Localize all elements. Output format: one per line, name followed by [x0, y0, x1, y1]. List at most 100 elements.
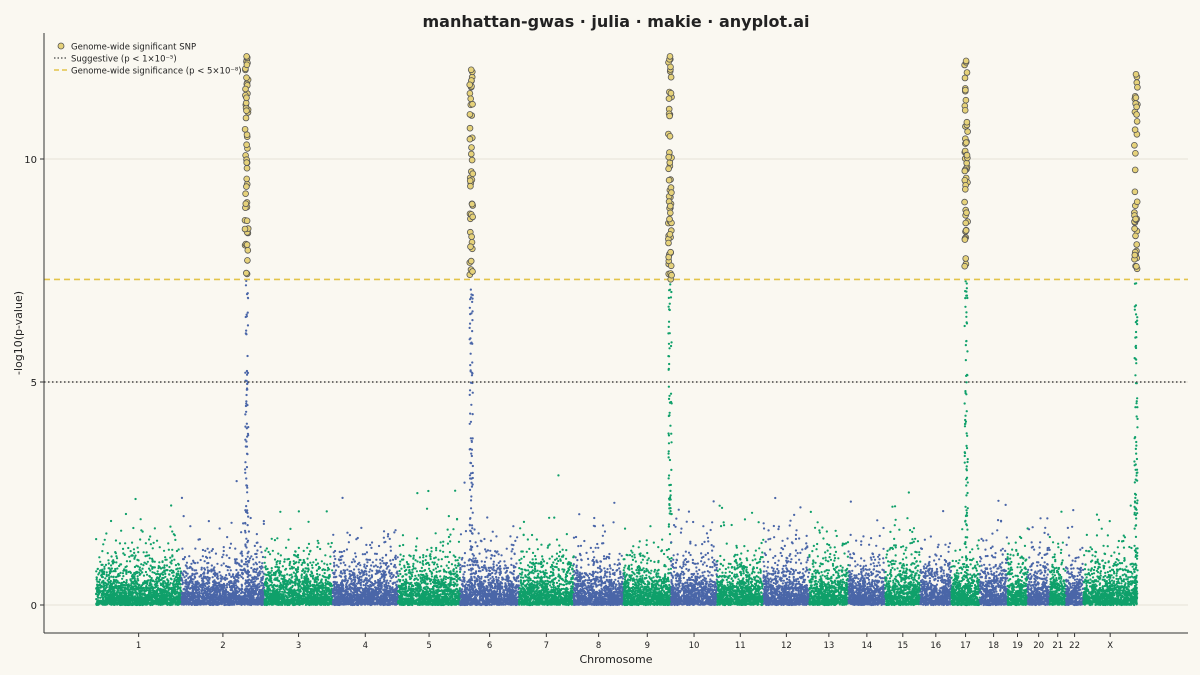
significant-snp [468, 144, 475, 151]
significant-snp [467, 95, 475, 103]
significant-snp [1133, 198, 1141, 206]
chromosome-snps-11 [716, 504, 765, 607]
significant-snp [1131, 225, 1138, 233]
chromosome-snps-21 [1048, 510, 1067, 606]
x-tick-label: 12 [781, 641, 792, 651]
significant-snp [243, 269, 250, 277]
significant-snp [466, 177, 474, 185]
x-tick-label: 1 [136, 641, 141, 651]
legend-significant-label: Genome-wide significant SNP [71, 43, 196, 53]
significant-snp [243, 159, 251, 166]
x-tick-label: 19 [1012, 641, 1023, 651]
significant-snp [963, 209, 970, 217]
axes [43, 33, 1188, 634]
significant-snp [243, 164, 251, 172]
significant-snp [1133, 103, 1140, 111]
legend-suggestive-label: Suggestive (p < 1×10⁻⁵) [71, 55, 177, 65]
threshold-lines [44, 278, 1188, 383]
chart-title: manhattan-gwas · julia · makie · anyplot… [422, 12, 809, 31]
x-tick-label: 6 [487, 641, 492, 651]
chromosome-snps-1 [95, 497, 183, 607]
x-tick-label: 17 [960, 641, 971, 651]
x-tick-label: 7 [544, 641, 549, 651]
significant-snp [468, 156, 476, 164]
significant-snp [961, 186, 969, 193]
x-tick-label: 20 [1033, 641, 1044, 651]
significant-snp [1133, 111, 1140, 118]
significant-snp [243, 53, 250, 60]
y-tick-label: 5 [31, 378, 37, 389]
chromosome-snps-4 [331, 496, 399, 607]
x-tick-label: 13 [823, 641, 834, 651]
significant-snp [467, 182, 474, 190]
significant-snp [667, 89, 675, 97]
chromosome-snps-X [1082, 504, 1139, 607]
significant-snp [466, 81, 474, 89]
peak-column-snps-2 [244, 279, 250, 597]
chromosome-snps-16 [919, 510, 953, 607]
significant-snp [466, 90, 474, 97]
significant-snp [469, 268, 476, 275]
significant-snp [466, 124, 474, 132]
significant-snp [1133, 263, 1140, 270]
significant-snp [467, 257, 475, 265]
significant-snp [243, 107, 250, 114]
x-tick-label: 4 [363, 641, 368, 651]
significant-snp [244, 257, 251, 264]
significant-snp [469, 170, 477, 178]
y-tick-label: 0 [31, 601, 37, 612]
significant-snp [665, 176, 673, 184]
significant-snp [963, 118, 971, 126]
significant-snp [467, 150, 475, 158]
significant-snp [667, 248, 674, 256]
legend: Genome-wide significant SNP Suggestive (… [54, 43, 242, 77]
significant-snp [243, 217, 251, 225]
significant-snp [1132, 94, 1140, 101]
significant-snp [961, 262, 968, 270]
significant-snp [665, 165, 672, 173]
significant-snp [243, 94, 250, 102]
x-tick-label: 18 [988, 641, 999, 651]
significant-snp-points [241, 53, 1141, 283]
significant-snp [242, 200, 250, 208]
significant-snp [962, 255, 969, 262]
significant-snp [1132, 232, 1139, 240]
x-axis-label: Chromosome [579, 653, 652, 666]
significant-snp [244, 247, 252, 254]
x-tick-label: 3 [296, 641, 301, 651]
x-tick-label: 8 [596, 641, 601, 651]
significant-snp [467, 66, 475, 74]
significant-snp [1131, 188, 1139, 196]
significant-snp [666, 112, 673, 120]
x-tick-label: 21 [1052, 641, 1063, 651]
significant-snp [961, 107, 969, 114]
x-tick-label: 11 [735, 641, 746, 651]
significant-snp [243, 131, 251, 139]
chromosome-snps-9 [622, 525, 673, 607]
significant-snp [242, 85, 249, 93]
significant-snp [241, 225, 249, 233]
y-tick-label: 10 [24, 155, 37, 166]
significant-snp [243, 74, 250, 81]
chromosome-snps-8 [572, 501, 625, 607]
snp-points [95, 278, 1139, 607]
peak-column-snps-6 [468, 288, 474, 596]
significant-snp [963, 151, 971, 159]
significant-snp [962, 139, 970, 146]
significant-snp [1133, 118, 1141, 125]
x-ticks: 1 2 3 4 5 6 7 8 9 10 11 12 13 14 15 16 17 18 19 20 21 22 X [136, 633, 1113, 651]
significant-snp [1132, 71, 1140, 78]
significant-snp [961, 74, 969, 82]
significant-snp [1131, 142, 1138, 149]
significant-snp [1133, 241, 1140, 248]
significant-snp [665, 239, 672, 247]
chromosome-snps-10 [670, 500, 719, 607]
significant-snp [666, 133, 674, 140]
significant-snp [469, 213, 477, 221]
significant-snp [665, 95, 673, 102]
x-tick-label: X [1107, 641, 1113, 651]
x-tick-label: 16 [930, 641, 941, 651]
